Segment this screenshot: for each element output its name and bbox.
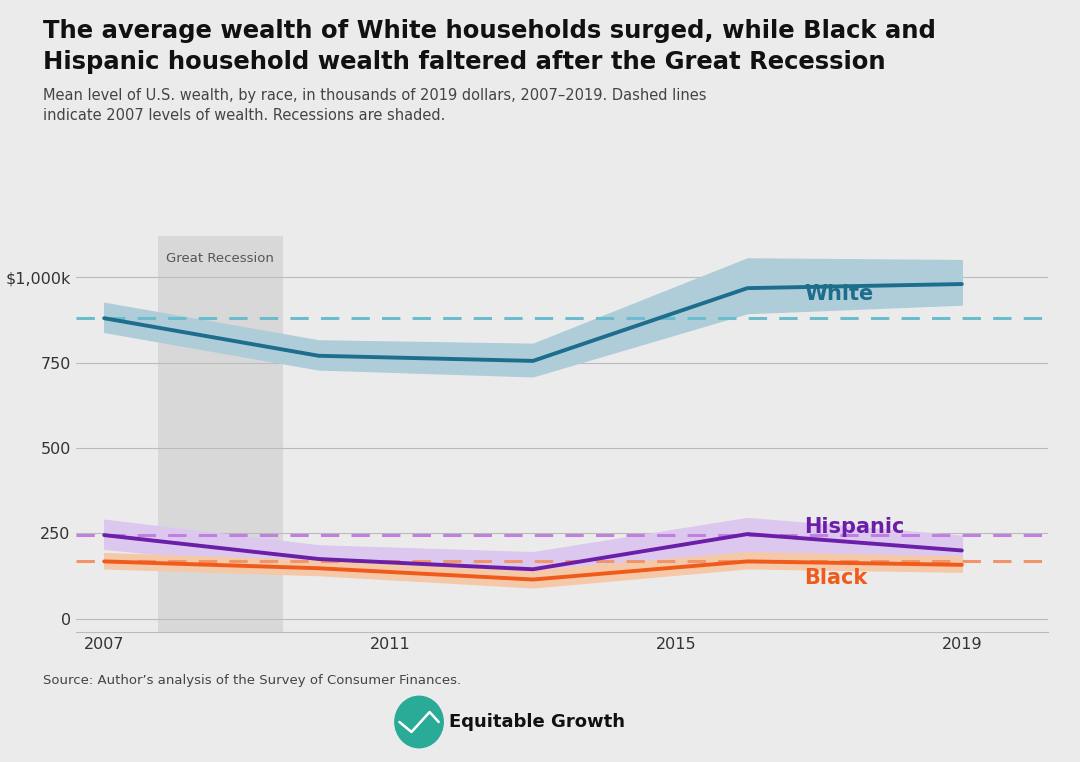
Text: Great Recession: Great Recession [166, 251, 274, 264]
Ellipse shape [395, 696, 443, 748]
Text: Equitable Growth: Equitable Growth [449, 713, 625, 731]
Text: Black: Black [805, 568, 868, 588]
Text: Source: Author’s analysis of the Survey of Consumer Finances.: Source: Author’s analysis of the Survey … [43, 674, 461, 687]
Text: The average wealth of White households surged, while Black and: The average wealth of White households s… [43, 19, 936, 43]
Text: Hispanic: Hispanic [805, 517, 905, 537]
Text: Hispanic household wealth faltered after the Great Recession: Hispanic household wealth faltered after… [43, 50, 886, 73]
Text: Mean level of U.S. wealth, by race, in thousands of 2019 dollars, 2007–2019. Das: Mean level of U.S. wealth, by race, in t… [43, 88, 706, 123]
Text: White: White [805, 284, 874, 304]
Bar [158, 236, 283, 632]
